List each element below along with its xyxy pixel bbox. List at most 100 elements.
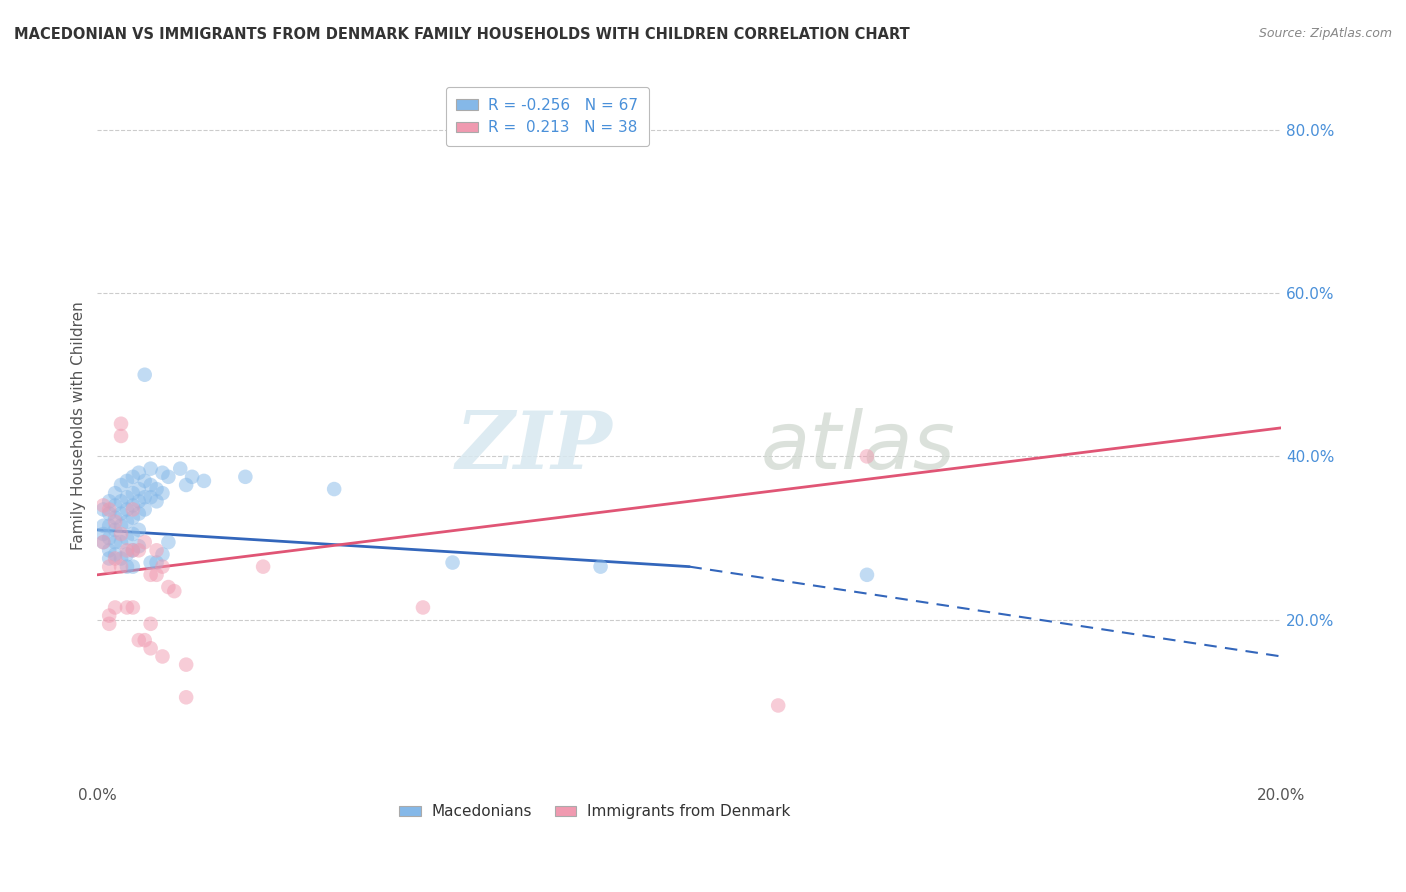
Point [91,527,114,541]
Point [110,507,132,521]
Point [152,559,174,574]
Point [152,486,174,500]
Point [145,543,167,558]
Point [104,499,127,513]
Point [91,535,114,549]
Point [98,494,121,508]
Point [134,535,156,549]
Point [91,502,114,516]
Point [128,543,150,558]
Point [122,470,145,484]
Point [128,539,150,553]
Point [122,559,145,574]
Point [139,641,162,656]
Point [110,518,132,533]
Point [115,543,138,558]
Point [98,507,121,521]
Point [134,633,156,648]
Point [152,466,174,480]
Point [110,527,132,541]
Point [134,368,156,382]
Point [139,461,162,475]
Point [139,478,162,492]
Point [115,502,138,516]
Point [193,474,215,488]
Point [104,600,127,615]
Point [122,499,145,513]
Point [181,470,204,484]
Text: atlas: atlas [761,409,955,486]
Point [122,543,145,558]
Legend: Macedonians, Immigrants from Denmark: Macedonians, Immigrants from Denmark [394,798,796,825]
Point [110,417,132,431]
Point [163,584,186,599]
Point [98,608,121,623]
Point [134,502,156,516]
Point [128,482,150,496]
Point [91,535,114,549]
Point [98,559,121,574]
Point [110,429,132,443]
Y-axis label: Family Households with Children: Family Households with Children [72,301,86,550]
Point [115,515,138,529]
Point [157,470,180,484]
Point [91,518,114,533]
Point [174,690,197,705]
Point [174,657,197,672]
Point [98,518,121,533]
Point [139,616,162,631]
Point [139,567,162,582]
Point [157,580,180,594]
Point [115,490,138,504]
Point [235,470,257,484]
Point [252,559,274,574]
Point [412,600,434,615]
Point [98,531,121,545]
Text: MACEDONIAN VS IMMIGRANTS FROM DENMARK FAMILY HOUSEHOLDS WITH CHILDREN CORRELATIO: MACEDONIAN VS IMMIGRANTS FROM DENMARK FA… [14,27,910,42]
Point [104,523,127,537]
Point [104,535,127,549]
Point [856,567,879,582]
Point [98,502,121,516]
Point [104,486,127,500]
Point [157,535,180,549]
Point [128,507,150,521]
Point [145,482,167,496]
Point [91,499,114,513]
Point [122,510,145,524]
Point [139,490,162,504]
Point [115,474,138,488]
Point [104,548,127,562]
Point [122,600,145,615]
Point [98,616,121,631]
Point [134,474,156,488]
Point [122,486,145,500]
Point [139,556,162,570]
Point [128,494,150,508]
Point [323,482,346,496]
Point [128,633,150,648]
Point [115,548,138,562]
Point [441,556,464,570]
Point [115,559,138,574]
Point [856,450,879,464]
Point [110,551,132,566]
Point [110,494,132,508]
Point [122,527,145,541]
Point [128,466,150,480]
Text: Source: ZipAtlas.com: Source: ZipAtlas.com [1258,27,1392,40]
Point [134,490,156,504]
Point [128,523,150,537]
Point [589,559,612,574]
Point [115,531,138,545]
Point [152,649,174,664]
Point [110,559,132,574]
Point [174,478,197,492]
Point [110,478,132,492]
Point [122,502,145,516]
Point [122,543,145,558]
Point [115,600,138,615]
Text: ZIP: ZIP [456,409,613,486]
Point [98,543,121,558]
Point [110,535,132,549]
